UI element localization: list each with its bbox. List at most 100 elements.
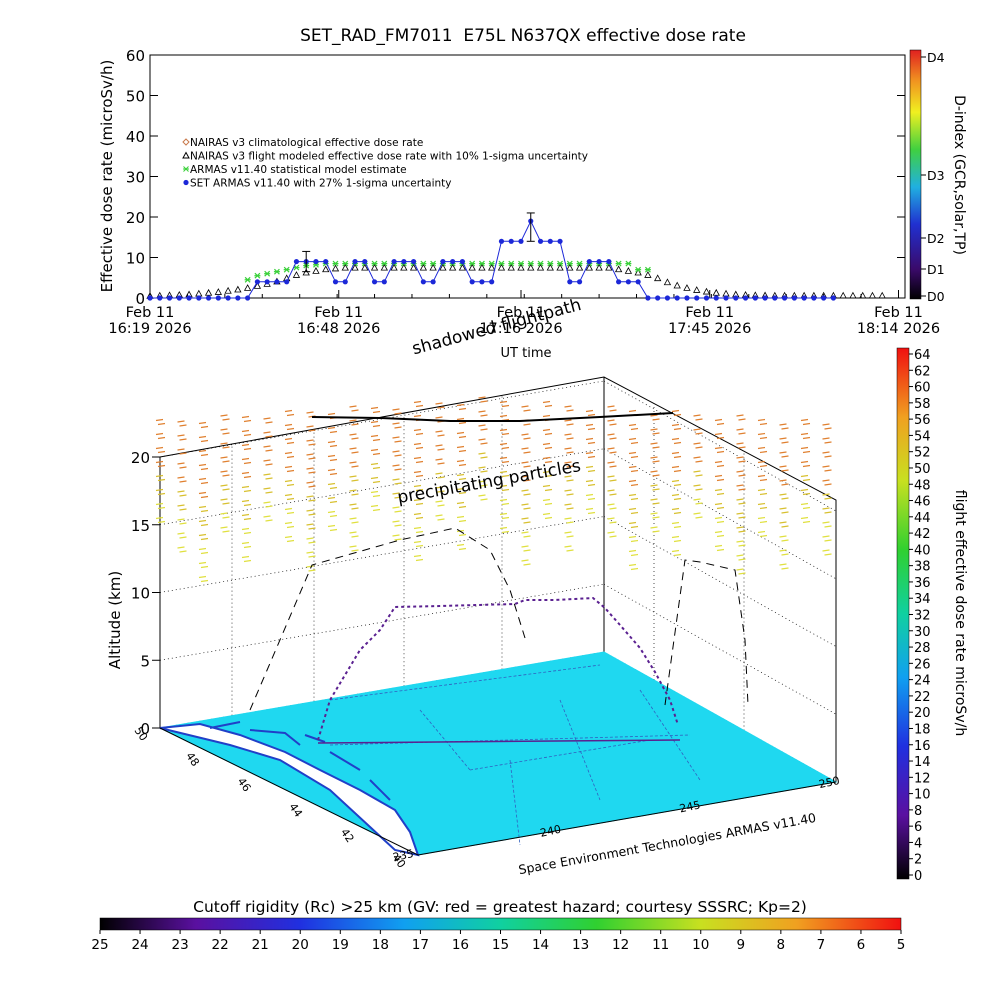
dose-tick-label: 22 [914,690,931,705]
dose-colorbar-ticks: 0246810121416182022242628303234363840424… [909,348,931,884]
armas-model-point [488,260,495,267]
nairas-flight-point [634,268,642,276]
precipitation-dash [177,420,185,423]
precipitation-dash [220,512,228,515]
altitude-tick-label: 20 [131,449,150,467]
rigidity-tick-label: 6 [857,937,866,953]
precipitation-dash [222,432,230,435]
precipitation-dash [200,509,209,513]
set-armas-point [362,258,368,265]
set-armas-point [205,295,212,301]
precipitation-dash [544,474,553,478]
precipitation-dash [177,490,185,493]
precipitation-dash [802,520,811,524]
precipitation-dash [241,429,250,433]
precipitation-dash [241,541,250,545]
rigidity-tick-label: 7 [817,937,826,953]
precipitation-dash [372,452,381,456]
dose-tick-label: 12 [914,771,931,786]
precipitation-dash [306,439,314,442]
precipitation-dash [456,543,465,547]
rigidity-tick-label: 21 [252,937,269,953]
legend-item: SET ARMAS v11.40 with 27% 1-sigma uncert… [183,178,452,190]
nairas-flight-point [292,271,301,278]
dose-tick-label: 24 [914,674,931,689]
precipitation-dash [523,423,531,426]
precipitation-dash [220,470,228,473]
precipitation-dash [822,549,830,552]
precipitation-dash [652,446,660,449]
precipitation-dash [480,484,488,487]
precipitation-dash [370,448,379,452]
precipitation-dash [458,421,467,425]
precipitation-dash [179,550,187,553]
precipitation-dash [566,535,574,538]
dose-tick-label: 16 [914,739,931,754]
precipitation-dash [757,446,766,450]
set-armas-point [723,295,729,301]
precipitation-dash [521,475,529,478]
precipitation-dash [757,418,766,422]
ground-track [317,739,681,744]
precipitation-dash [693,484,701,487]
armas-model-point [420,260,427,267]
precipitation-dash [802,464,811,468]
precipitation-dash [609,507,617,510]
rigidity-tick-label: 17 [412,937,429,953]
armas-model-point [566,260,573,267]
precipitation-dash [736,456,744,459]
precipitation-dash [392,520,400,523]
precipitation-dash [155,474,164,478]
precipitation-dash [523,521,531,524]
precipitation-dash [478,396,486,399]
precipitation-dash [435,458,443,461]
precipitation-dash [650,526,658,529]
precipitation-dash [736,526,744,529]
precipitation-dash [394,496,402,499]
precipitation-dash [501,488,510,492]
precipitation-dash [628,423,637,427]
set-armas-point [274,279,280,285]
nairas-flight-point [624,267,633,274]
nairas-flight-point [702,287,711,295]
set-armas-point [450,258,456,265]
precipitation-dash [523,493,531,496]
d-index-tick-label: D3 [927,168,945,183]
precipitation-dash [607,433,615,436]
precipitation-dash [523,451,531,454]
precipitation-dash [243,475,252,479]
precipitation-dash [650,498,658,501]
precipitation-dash [200,467,209,471]
precipitation-dash [628,479,637,483]
precipitation-dash [392,534,400,537]
precipitation-dash [523,507,531,510]
box-front-lat-edge [159,727,419,856]
x-tick-label-time: 16:48 2026 [297,321,380,337]
armas-model-point [332,260,339,267]
precipitation-dash [800,488,809,492]
precipitation-dash [456,403,465,407]
precipitation-dash [501,502,510,506]
precipitation-dash [413,400,422,404]
d-index-tick-label: D4 [927,50,945,65]
precipitation-dash [351,409,359,412]
precipitation-dash [392,492,400,495]
d-index-tick-label: D0 [927,289,945,304]
rigidity-tick-label: 14 [532,937,549,953]
precipitation-dash [501,446,510,450]
y-tick-label: 60 [126,47,145,65]
precipitation-dash [671,521,680,525]
precipitation-dash [779,423,787,426]
precipitation-dash [243,545,252,549]
legend-label: NAIRAS v3 flight modeled effective dose … [190,151,588,163]
precipitation-dash [198,547,207,551]
precipitation-dash [738,572,746,575]
dose-tick-label: 58 [914,397,931,412]
set-armas-point [166,295,173,301]
precipitation-dash [435,486,443,489]
precipitation-dash [628,465,637,469]
nairas-flight-point [468,263,476,271]
precipitation-dash [284,423,293,427]
rigidity-colorbar-title: Cutoff rigidity (Rc) >25 km (GV: red = g… [193,898,807,916]
set-armas-point [645,295,651,301]
